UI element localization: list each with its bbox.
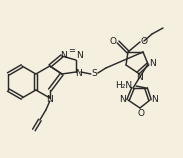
Text: N: N — [137, 73, 143, 82]
Text: =: = — [68, 46, 75, 55]
Text: H₂N: H₂N — [115, 82, 132, 91]
Text: N: N — [152, 95, 158, 104]
Text: S: S — [91, 70, 97, 79]
Text: N: N — [76, 51, 83, 60]
Text: N: N — [75, 70, 82, 79]
Text: O: O — [137, 109, 145, 118]
Text: N: N — [120, 95, 126, 104]
Text: O: O — [109, 37, 117, 46]
Text: N: N — [60, 51, 67, 60]
Text: N: N — [150, 60, 156, 69]
Text: N: N — [46, 94, 53, 103]
Text: O: O — [141, 37, 147, 46]
